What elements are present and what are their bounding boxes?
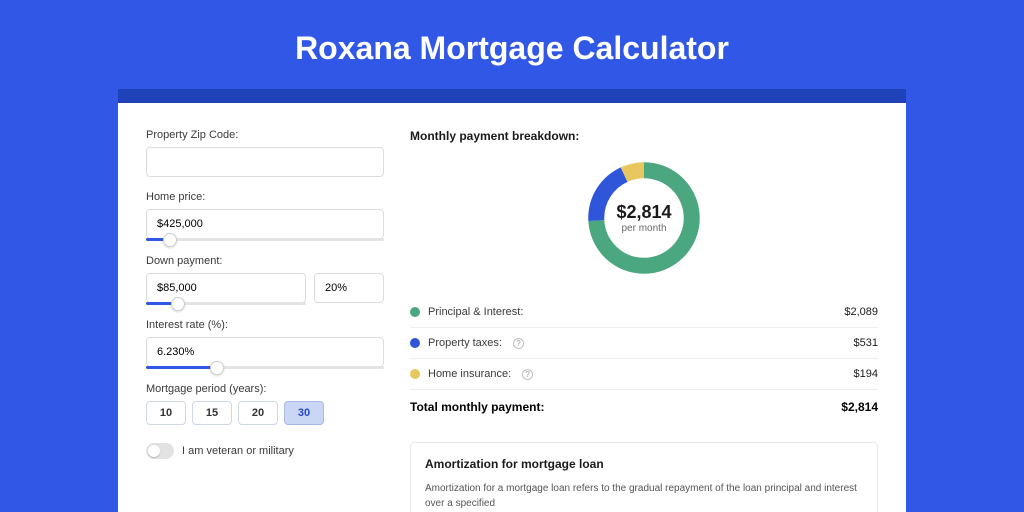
veteran-label: I am veteran or military: [182, 445, 294, 457]
down-payment-pct-input[interactable]: [314, 273, 384, 303]
legend-label: Property taxes:: [428, 337, 502, 349]
interest-slider[interactable]: [146, 366, 384, 369]
legend-dot: [410, 307, 420, 317]
home-price-slider[interactable]: [146, 238, 384, 241]
veteran-toggle[interactable]: [146, 443, 174, 459]
donut-center: $2,814 per month: [581, 155, 707, 281]
amortization-title: Amortization for mortgage loan: [425, 457, 863, 471]
total-value: $2,814: [841, 400, 878, 414]
donut-sub: per month: [621, 223, 666, 234]
legend-dot: [410, 369, 420, 379]
legend-row: Property taxes:? $531: [410, 328, 878, 359]
page-title: Roxana Mortgage Calculator: [0, 0, 1024, 89]
amortization-card: Amortization for mortgage loan Amortizat…: [410, 442, 878, 512]
interest-slider-thumb[interactable]: [210, 361, 224, 375]
interest-input[interactable]: [146, 337, 384, 367]
legend-value: $2,089: [844, 306, 878, 318]
interest-label: Interest rate (%):: [146, 319, 384, 331]
help-icon[interactable]: ?: [513, 338, 524, 349]
legend-value: $194: [854, 368, 878, 380]
home-price-field: Home price:: [146, 191, 384, 241]
period-btn-30[interactable]: 30: [284, 401, 324, 425]
veteran-toggle-knob: [148, 445, 160, 457]
down-payment-label: Down payment:: [146, 255, 384, 267]
period-label: Mortgage period (years):: [146, 383, 384, 395]
form-column: Property Zip Code: Home price: Down paym…: [146, 129, 384, 512]
donut-amount: $2,814: [616, 202, 671, 223]
down-payment-slider[interactable]: [146, 302, 306, 305]
home-price-slider-thumb[interactable]: [163, 233, 177, 247]
breakdown-column: Monthly payment breakdown: $2,814 per mo…: [410, 129, 878, 512]
legend-label: Principal & Interest:: [428, 306, 523, 318]
period-btn-10[interactable]: 10: [146, 401, 186, 425]
down-payment-slider-thumb[interactable]: [171, 297, 185, 311]
period-field: Mortgage period (years): 10152030: [146, 383, 384, 425]
calculator-panel: Property Zip Code: Home price: Down paym…: [118, 103, 906, 512]
veteran-row: I am veteran or military: [146, 443, 384, 459]
amortization-text: Amortization for a mortgage loan refers …: [425, 481, 863, 511]
period-btn-15[interactable]: 15: [192, 401, 232, 425]
legend-value: $531: [854, 337, 878, 349]
legend-dot: [410, 338, 420, 348]
donut-chart: $2,814 per month: [581, 155, 707, 281]
zip-field: Property Zip Code:: [146, 129, 384, 177]
panel-frame: Property Zip Code: Home price: Down paym…: [118, 89, 906, 512]
total-row: Total monthly payment: $2,814: [410, 389, 878, 424]
help-icon[interactable]: ?: [522, 369, 533, 380]
donut-wrap: $2,814 per month: [410, 155, 878, 281]
down-payment-amount-input[interactable]: [146, 273, 306, 303]
zip-input[interactable]: [146, 147, 384, 177]
zip-label: Property Zip Code:: [146, 129, 384, 141]
period-btn-20[interactable]: 20: [238, 401, 278, 425]
home-price-input[interactable]: [146, 209, 384, 239]
interest-field: Interest rate (%):: [146, 319, 384, 369]
home-price-label: Home price:: [146, 191, 384, 203]
breakdown-title: Monthly payment breakdown:: [410, 129, 878, 143]
legend-row: Principal & Interest: $2,089: [410, 297, 878, 328]
down-payment-field: Down payment:: [146, 255, 384, 305]
total-label: Total monthly payment:: [410, 400, 544, 414]
legend-row: Home insurance:? $194: [410, 359, 878, 389]
legend-label: Home insurance:: [428, 368, 511, 380]
